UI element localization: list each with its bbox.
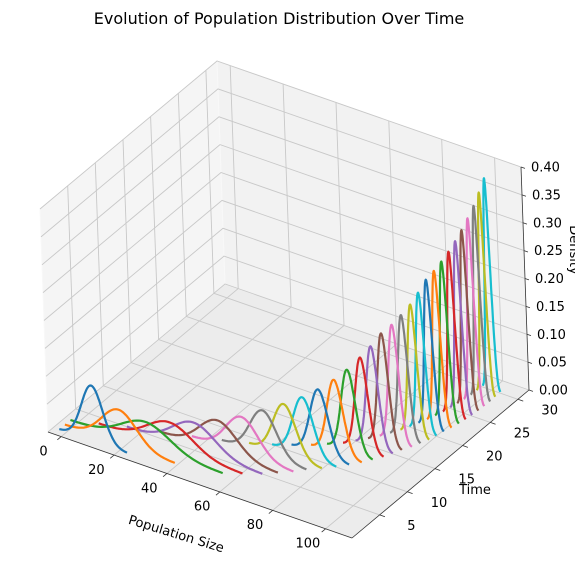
z-tick-label: 0.00 — [539, 384, 568, 399]
density-curve-t10 — [271, 396, 337, 468]
z-tick-mark — [520, 166, 526, 169]
z-gridline — [43, 171, 526, 321]
z-tick-label: 0.30 — [533, 216, 562, 231]
y-axis-line — [351, 389, 530, 539]
x-tick-mark — [162, 473, 168, 478]
density-curve-t2 — [64, 408, 176, 464]
z-tick-label: 0.20 — [535, 272, 564, 287]
x-tick-mark — [109, 454, 115, 459]
y-tick-mark — [434, 468, 441, 471]
density-curve-t7 — [191, 415, 294, 473]
z-tick-mark — [522, 222, 528, 225]
x-tick-mark — [268, 510, 273, 514]
z-gridline — [46, 255, 529, 405]
z-tick-label: 0.10 — [537, 328, 566, 343]
density-curve-t14 — [342, 356, 385, 458]
z-gridline — [41, 116, 524, 266]
y-tick-label: 5 — [407, 519, 415, 534]
z-tick-label: 0.35 — [532, 188, 561, 203]
y-tick-mark — [490, 421, 496, 425]
x-axis-line — [47, 431, 353, 539]
z-tick-label: 0.40 — [531, 161, 560, 176]
x-tick-label: 100 — [295, 537, 320, 552]
density-curve-t19 — [399, 303, 430, 441]
y-tick-label: 20 — [486, 450, 503, 465]
x-tick-mark — [57, 436, 62, 441]
z-tick-label: 0.25 — [534, 244, 563, 259]
z-tick-mark — [525, 305, 531, 309]
density-curve-t6 — [159, 418, 279, 474]
x-tick-label: 60 — [194, 500, 211, 515]
density-curve-t13 — [326, 368, 374, 461]
z-axis-label: Density — [566, 225, 575, 275]
density-curve-t8 — [221, 409, 307, 471]
density-curve-t12 — [310, 378, 363, 464]
x-tick-label: 40 — [141, 481, 158, 496]
density-curve-t3 — [70, 418, 224, 475]
density-curve-t4 — [98, 420, 243, 475]
y-tick-label: 30 — [541, 403, 558, 418]
z-gridline — [40, 88, 523, 238]
x-tick-mark — [321, 528, 326, 533]
density-curve-t1 — [59, 384, 128, 454]
x-tick-mark — [215, 491, 221, 496]
z-gridline — [44, 199, 527, 349]
y-tick-mark — [379, 514, 386, 518]
z-tick-mark — [526, 333, 532, 337]
y-tick-mark — [517, 398, 524, 402]
z-gridline — [47, 283, 530, 433]
z-gridline — [39, 60, 522, 210]
y-tick-label: 10 — [431, 496, 448, 511]
x-tick-label: 80 — [247, 518, 264, 533]
x-tick-label: 0 — [39, 444, 47, 459]
x-axis-label: Population Size — [126, 513, 225, 556]
y-tick-label: 15 — [458, 473, 475, 488]
z-gridline — [42, 144, 525, 293]
z-tick-mark — [523, 250, 529, 253]
density-curves — [59, 177, 502, 475]
y-tick-mark — [462, 445, 469, 448]
density-curve-t5 — [126, 420, 263, 475]
density-curve-t17 — [379, 323, 413, 448]
density-curve-t18 — [389, 314, 422, 444]
z-tick-mark — [527, 361, 533, 364]
z-tick-label: 0.15 — [536, 300, 565, 315]
density-curve-t23 — [434, 260, 460, 425]
x-tick-label: 20 — [88, 463, 105, 478]
z-tick-mark — [524, 278, 530, 281]
z-tick-mark — [528, 389, 534, 392]
y-tick-mark — [407, 491, 413, 494]
y-axis-label: Time — [458, 483, 491, 498]
z-tick-mark — [521, 194, 527, 197]
y-tick-label: 25 — [514, 426, 531, 441]
tick-labels: 0 20 40 60 80 100 5 10 15 20 25 30 0.00 0.05 0.10 0.15 0… — [39, 161, 568, 552]
z-tick-label: 0.05 — [538, 356, 567, 371]
chart-title: Evolution of Population Distribution Ove… — [94, 9, 465, 28]
z-gridline — [45, 227, 528, 377]
